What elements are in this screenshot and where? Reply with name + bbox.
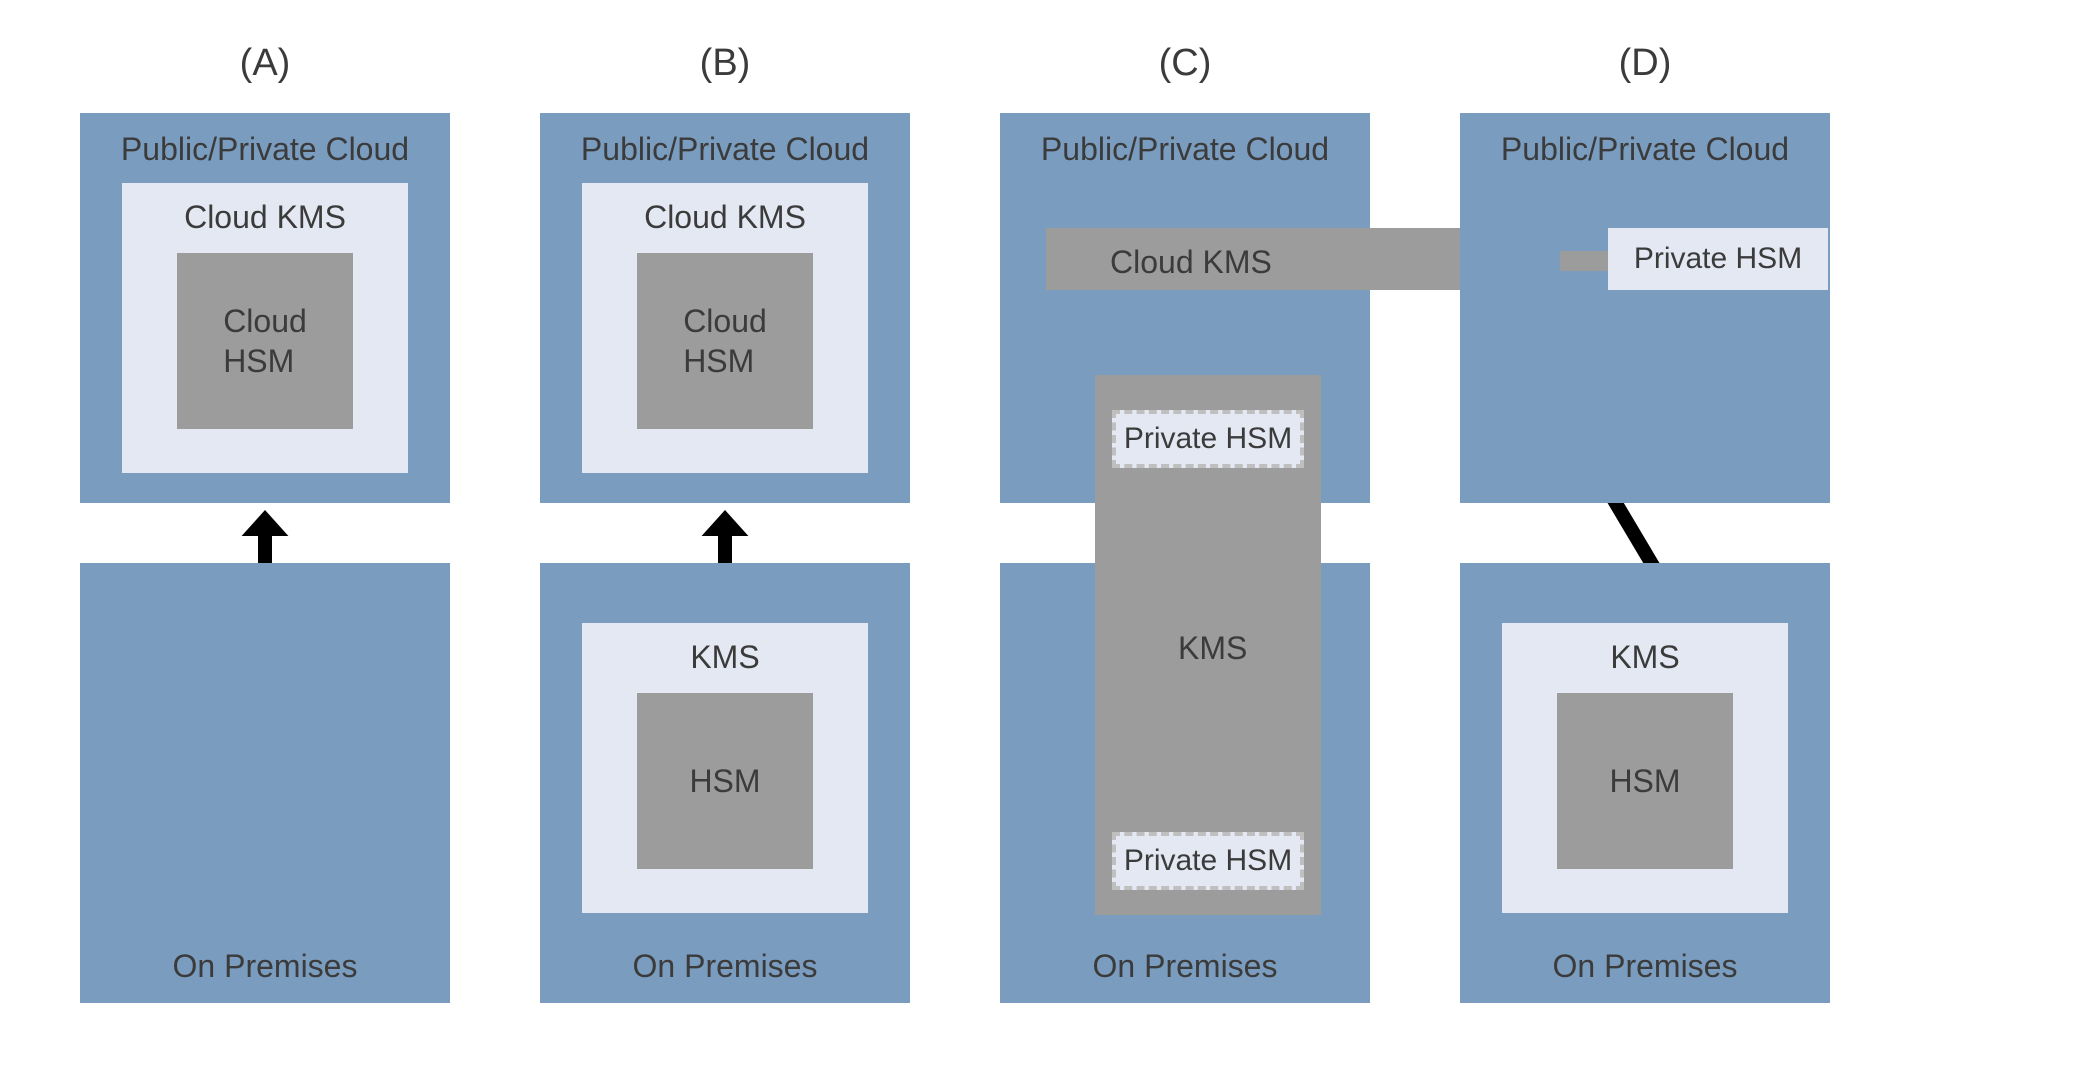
onprem-env-title-c: On Premises bbox=[1000, 948, 1370, 985]
private-hsm-d: Private HSM bbox=[1608, 228, 1828, 290]
onprem-env-a bbox=[80, 563, 450, 1003]
onprem-hsm-d: HSM bbox=[1557, 693, 1733, 869]
diagram-stage: (A) (B) (C) (D) Public/Private Cloud Cloud KM… bbox=[0, 0, 2079, 1080]
cloud-hsm-a: Cloud HSM bbox=[177, 253, 353, 429]
column-label-d: (D) bbox=[1545, 42, 1745, 85]
cloud-env-title-b: Public/Private Cloud bbox=[540, 131, 910, 168]
cloud-env-title-c: Public/Private Cloud bbox=[1000, 131, 1370, 168]
cloud-env-d bbox=[1460, 113, 1830, 503]
onprem-kms-title-d: KMS bbox=[1502, 639, 1788, 676]
cloud-env-title-a: Public/Private Cloud bbox=[80, 131, 450, 168]
cloud-kms-bar-label-c: Cloud KMS bbox=[1110, 244, 1272, 281]
cloud-hsm-b: Cloud HSM bbox=[637, 253, 813, 429]
onprem-env-title-a: On Premises bbox=[80, 948, 450, 985]
cloud-env-title-d: Public/Private Cloud bbox=[1460, 131, 1830, 168]
kms-tall-label-c: KMS bbox=[1178, 630, 1247, 667]
private-hsm-dashed-c-1: Private HSM bbox=[1112, 832, 1304, 890]
column-label-c: (C) bbox=[1085, 42, 1285, 85]
onprem-kms-title-b: KMS bbox=[582, 639, 868, 676]
cloud-kms-title-a: Cloud KMS bbox=[122, 199, 408, 236]
private-hsm-dashed-c-0: Private HSM bbox=[1112, 410, 1304, 468]
column-label-a: (A) bbox=[165, 42, 365, 85]
column-label-b: (B) bbox=[625, 42, 825, 85]
cloud-kms-title-b: Cloud KMS bbox=[582, 199, 868, 236]
onprem-hsm-b: HSM bbox=[637, 693, 813, 869]
onprem-env-title-b: On Premises bbox=[540, 948, 910, 985]
onprem-env-title-d: On Premises bbox=[1460, 948, 1830, 985]
